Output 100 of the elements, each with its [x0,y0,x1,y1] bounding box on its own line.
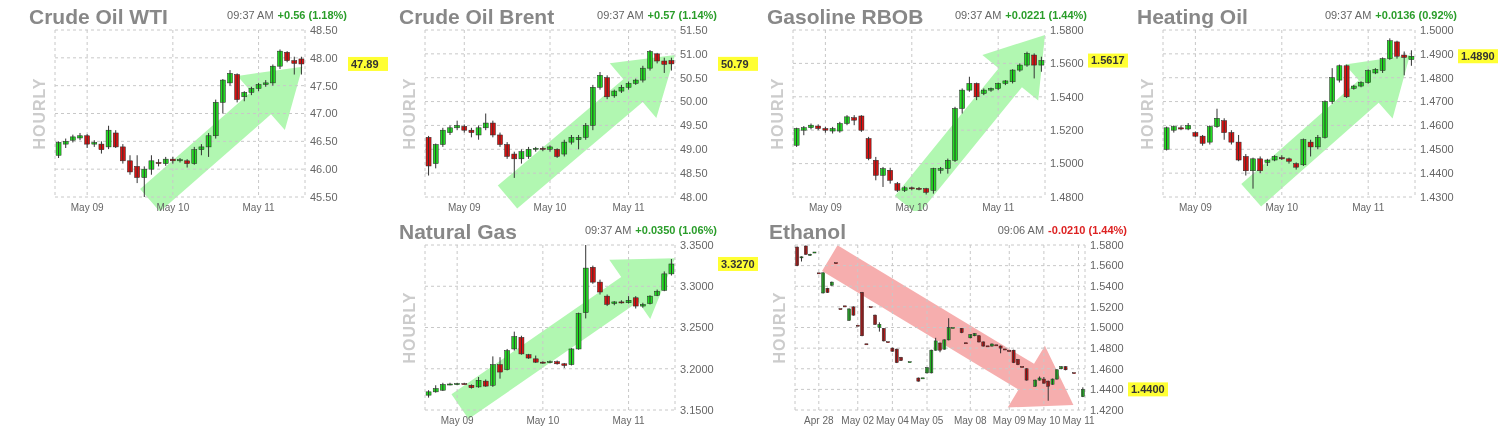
chart-title: Crude Oil WTI [29,5,168,28]
y-tick-label: 1.5200 [1050,124,1084,137]
text: +0.57 (1.14%) [647,9,718,21]
text: 09:37 AM [597,9,644,21]
text: -0.0210 (1.44%) [1048,224,1128,236]
y-tick-label: 3.3500 [680,238,714,251]
y-tick-label: 49.50 [680,119,708,132]
y-tick-label: 48.50 [680,166,708,179]
y-tick-label: 1.4200 [1090,403,1124,416]
y-tick-label: 47.50 [310,79,338,92]
y-tick-label: 1.5000 [1420,23,1454,36]
candlestick [1024,367,1029,382]
y-tick-label: 1.4400 [1090,383,1124,396]
x-tick-label: Apr 28 [804,415,834,426]
text: +0.0350 (1.06%) [635,224,718,236]
text: 1.4890 [1461,50,1495,63]
x-tick-label: May 09 [440,415,474,426]
text: +0.0221 (1.44%) [1005,9,1088,21]
text: 3.3270 [721,257,755,270]
candlestick [1063,365,1068,371]
y-tick-label: 1.4400 [1420,166,1454,179]
y-tick-label: 1.4500 [1420,143,1454,156]
candlestick [865,136,872,161]
candlestick [1011,349,1016,364]
y-tick-label: 1.5800 [1050,23,1084,36]
y-tick-label: 1.4800 [1420,71,1454,84]
chart-title: Ethanol [769,220,846,243]
y-tick-label: 46.50 [310,135,338,148]
chart-title: Natural Gas [399,220,517,243]
y-tick-label: 1.4600 [1420,119,1454,132]
candlestick [916,377,921,383]
y-tick-label: 1.5800 [1090,238,1124,251]
y-tick-label: 50.50 [680,71,708,84]
y-tick-label: 1.5200 [1090,300,1124,313]
y-tick-label: 3.1500 [680,403,714,416]
candlestick [968,333,973,339]
y-tick-label: 48.00 [310,51,338,64]
y-tick-label: 1.4300 [1420,190,1454,203]
text: +0.0136 (0.92%) [1375,9,1458,21]
text: 50.79 [721,57,749,70]
x-tick-label: May 09 [447,202,482,213]
candlestick [804,245,808,256]
y-tick-label: 45.50 [310,190,338,203]
y-tick-label: 1.5600 [1090,259,1124,272]
x-tick-label: May 10 [526,415,560,426]
text: 09:37 AM [227,9,274,21]
y-tick-label: 1.4600 [1090,362,1124,375]
y-tick-label: 1.4800 [1050,190,1084,203]
y-tick-label: 3.3000 [680,280,714,293]
y-tick-label: 1.5400 [1090,280,1124,293]
y-tick-label: 1.5400 [1050,90,1084,103]
y-tick-label: 1.5000 [1050,157,1084,170]
chart-title: Gasoline RBOB [767,5,924,28]
x-tick-label: May 10 [1027,415,1061,426]
candlestick [830,281,834,287]
text: 09:06 AM [997,224,1045,236]
x-tick-label: May 10 [156,202,190,213]
text: 1.5617 [1091,54,1125,67]
y-tick-label: 50.00 [680,95,708,108]
x-tick-label: May 09 [70,202,104,213]
x-tick-label: May 11 [242,202,276,213]
y-tick-label: 1.5600 [1050,57,1084,70]
candlestick [881,327,886,342]
x-tick-label: May 09 [809,202,843,213]
candlestick [851,305,856,317]
x-tick-label: May 11 [1062,415,1095,426]
text: 09:37 AM [954,9,1002,21]
candlestick [959,327,964,334]
chart-title: Crude Oil Brent [399,5,555,28]
x-tick-label: May 11 [612,202,646,213]
y-tick-label: 1.4700 [1420,95,1454,108]
y-tick-label: 46.00 [310,163,338,176]
text: +0.56 (1.18%) [277,9,348,21]
x-tick-label: May 02 [841,415,875,426]
y-tick-label: 48.50 [310,23,338,36]
x-tick-label: May 09 [992,415,1027,426]
text: 1.4400 [1131,383,1165,396]
x-tick-label: May 09 [1179,202,1213,213]
y-tick-label: 51.00 [680,47,708,60]
text: 09:37 AM [584,224,632,236]
y-tick-label: 3.2000 [680,362,714,375]
x-tick-label: May 10 [1265,202,1299,213]
y-tick-label: 3.2500 [680,321,714,334]
x-tick-label: May 10 [895,202,929,213]
chart-title: Heating Oil [1137,5,1248,28]
y-tick-label: 49.00 [680,143,708,156]
x-tick-label: May 11 [982,202,1015,213]
x-tick-label: May 11 [612,415,646,426]
y-tick-label: 48.00 [680,190,708,203]
x-tick-label: May 08 [953,415,988,426]
y-tick-label: 1.4900 [1420,47,1454,60]
x-tick-label: May 05 [910,415,944,426]
x-tick-label: May 11 [1352,202,1385,213]
y-tick-label: 1.4800 [1090,341,1124,354]
y-tick-label: 1.5000 [1090,321,1124,334]
text: 47.89 [351,57,379,70]
y-tick-label: 47.00 [310,107,338,120]
y-tick-label: 51.50 [680,23,708,36]
x-tick-label: May 10 [533,202,567,213]
x-tick-label: May 04 [875,415,910,426]
